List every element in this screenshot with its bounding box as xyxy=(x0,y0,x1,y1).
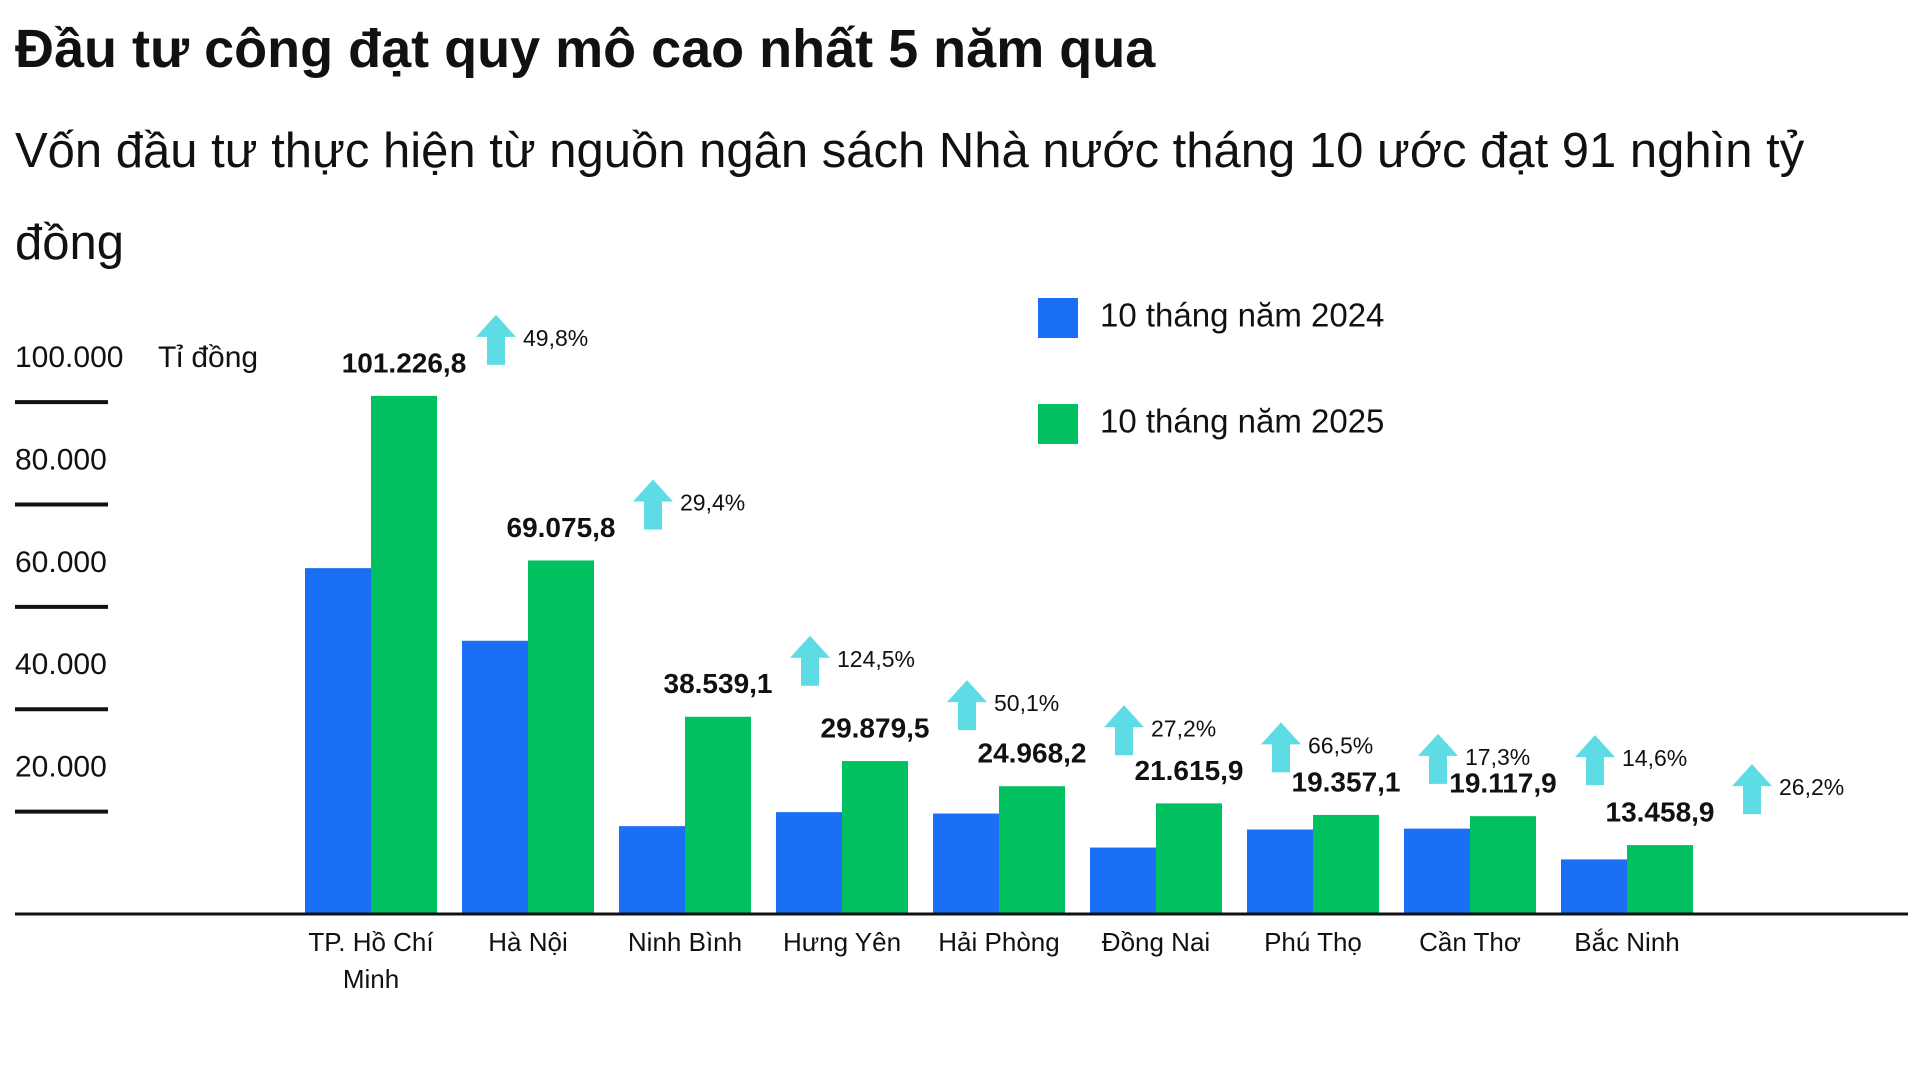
value-label: 101.226,8 xyxy=(342,347,467,378)
x-tick-label: Phú Thọ xyxy=(1264,927,1362,957)
x-tick-label: Hưng Yên xyxy=(782,927,902,957)
x-tick-label: Ninh Bình xyxy=(627,927,743,957)
bar xyxy=(1404,828,1470,914)
growth-arrow xyxy=(1418,733,1458,784)
x-tick-label: Bắc Ninh xyxy=(1574,927,1680,957)
growth-label: 27,2% xyxy=(1151,715,1216,741)
bar xyxy=(776,812,842,914)
growth-arrow xyxy=(1261,722,1301,773)
bar xyxy=(999,786,1065,914)
x-tick-label: Đồng Nai xyxy=(1101,927,1211,957)
growth-arrow xyxy=(1732,764,1772,815)
bar xyxy=(1090,847,1156,914)
bar xyxy=(1561,859,1627,914)
bar xyxy=(619,826,685,914)
growth-label: 66,5% xyxy=(1308,732,1373,758)
value-label: 69.075,8 xyxy=(507,512,616,543)
value-label: 29.879,5 xyxy=(821,712,930,743)
growth-label: 14,6% xyxy=(1622,745,1687,771)
x-tick-label: Cần Thơ xyxy=(1419,927,1521,957)
value-label: 38.539,1 xyxy=(664,668,773,699)
bar xyxy=(1470,816,1536,914)
bar xyxy=(1627,845,1693,914)
y-tick-label: 40.000 xyxy=(15,648,107,681)
growth-arrow xyxy=(633,479,673,530)
title: Đầu tư công đạt quy mô cao nhất 5 năm qu… xyxy=(15,19,1156,79)
subtitle: Vốn đầu tư thực hiện từ nguồn ngân sách … xyxy=(15,124,1805,270)
growth-label: 29,4% xyxy=(680,490,745,516)
growth-label: 26,2% xyxy=(1779,774,1844,800)
value-label: 13.458,9 xyxy=(1606,797,1715,828)
y-tick-label: 60.000 xyxy=(15,546,107,579)
value-label: 21.615,9 xyxy=(1135,755,1244,786)
bar xyxy=(528,560,594,914)
growth-label: 124,5% xyxy=(837,646,915,672)
bar xyxy=(842,761,908,914)
value-label: 19.357,1 xyxy=(1292,766,1401,797)
legend-swatch xyxy=(1038,298,1078,338)
y-axis-label: Tỉ đồng xyxy=(158,341,258,374)
bar xyxy=(685,716,751,914)
bar xyxy=(462,640,528,914)
growth-label: 49,8% xyxy=(523,325,588,351)
bar xyxy=(1247,829,1313,914)
growth-arrow xyxy=(790,635,830,686)
legend-label: 10 tháng năm 2024 xyxy=(1100,297,1384,334)
y-tick-label: 80.000 xyxy=(15,443,107,476)
legend-label: 10 tháng năm 2025 xyxy=(1100,403,1384,440)
bar xyxy=(1156,803,1222,914)
value-label: 19.117,9 xyxy=(1449,768,1556,799)
growth-arrow xyxy=(1104,705,1144,756)
growth-arrow xyxy=(1575,735,1615,786)
value-label: 24.968,2 xyxy=(978,738,1087,769)
y-tick-label: 100.000 xyxy=(15,341,123,374)
bar xyxy=(933,813,999,914)
x-tick-label: Hải Phòng xyxy=(938,927,1060,957)
x-tick-label: TP. Hồ Chí Minh xyxy=(308,927,434,994)
legend-swatch xyxy=(1038,404,1078,444)
growth-label: 50,1% xyxy=(994,690,1059,716)
growth-arrow xyxy=(947,680,987,731)
y-tick-label: 20.000 xyxy=(15,751,107,784)
bar xyxy=(371,395,437,914)
x-tick-label: Hà Nội xyxy=(488,927,568,957)
bar xyxy=(1313,814,1379,914)
growth-arrow xyxy=(476,314,516,365)
growth-label: 17,3% xyxy=(1465,744,1530,770)
bar xyxy=(305,568,371,914)
